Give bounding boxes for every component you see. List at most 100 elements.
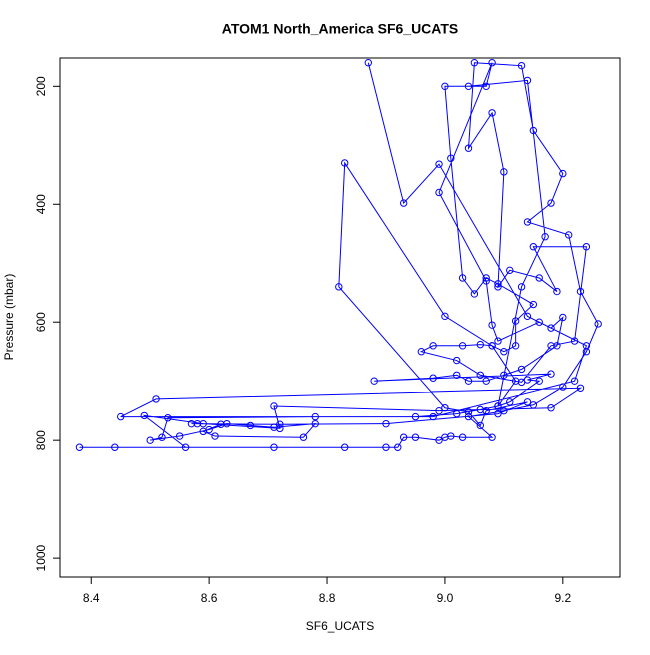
data-point [453,356,461,365]
x-tick-label: 8.6 [201,591,218,605]
data-point [429,342,437,350]
y-tick-label: 1000 [34,544,48,571]
data-point [341,159,349,167]
data-point [411,412,420,421]
data-point [476,371,484,379]
data-point [164,414,172,422]
data-point [523,312,532,321]
data-point [594,320,602,328]
data-point [517,283,526,291]
data-point [582,243,591,251]
data-point [488,321,496,329]
data-point [535,274,543,282]
data-point [140,411,148,420]
data-point [547,342,555,350]
data-point [75,443,84,451]
data-point [488,59,496,67]
data-point [494,280,502,288]
data-point [270,423,278,431]
data-point [276,420,284,428]
data-point [470,59,479,67]
data-point [482,82,490,91]
data-point [158,433,166,441]
data-point [576,287,585,296]
data-point [494,283,502,291]
data-point [570,337,579,345]
data-point [547,404,555,412]
data-point [181,443,190,451]
data-point [394,443,402,451]
plot-frame [59,57,621,578]
data-point [482,406,490,415]
data-point [453,371,461,379]
data-point [547,324,555,332]
y-tick-label: 200 [34,76,48,96]
x-tick-label: 8.4 [83,591,100,605]
data-point [482,377,490,385]
data-point [523,398,532,406]
data-point [494,409,502,418]
data-point [559,169,567,178]
data-point [458,274,467,282]
data-point [152,395,160,403]
plot-area [75,59,602,451]
data-point [500,406,508,415]
data-point [576,384,585,392]
data-point [559,313,567,322]
data-point [246,421,255,430]
data-point [500,371,508,379]
data-point [529,300,538,309]
data-point [447,154,455,162]
data-point [541,233,549,241]
data-point [511,317,520,325]
data-point [435,436,443,444]
data-point [146,436,154,444]
data-point [529,126,538,135]
data-point [506,398,514,406]
data-point [458,433,467,441]
data-point [311,419,319,428]
data-point [199,419,207,428]
data-point [582,342,591,350]
data-point [482,277,490,285]
data-point [429,374,437,382]
data-point [441,312,449,321]
data-point [399,433,408,441]
data-point [175,432,184,440]
data-point [523,218,532,226]
data-point [429,412,437,421]
data-point [511,377,520,385]
data-point [435,160,443,168]
data-point [476,340,484,349]
y-tick-label: 400 [34,194,48,214]
data-point [335,283,343,291]
data-point [517,365,526,374]
data-point [464,412,473,421]
data-point [570,377,579,385]
data-point [211,432,219,440]
data-point [500,168,508,176]
data-point [553,287,561,296]
data-point [535,318,543,326]
data-point [535,377,543,385]
data-point [382,419,390,428]
data-point [488,342,496,350]
data-point [547,370,555,378]
data-point [511,342,520,350]
data-point [482,274,490,282]
data-point [411,433,420,441]
data-point [270,443,278,451]
data-point [488,109,496,117]
data-point [341,443,349,451]
x-axis-label: SF6_UCATS [306,619,374,633]
y-axis-label: Pressure (mbar) [2,274,16,361]
data-point [464,377,473,385]
data-point [199,427,207,436]
data-point [470,290,479,298]
data-point [517,61,526,70]
data-point [417,348,426,356]
data-point [270,402,278,410]
data-point [464,144,473,152]
data-point [458,342,467,350]
